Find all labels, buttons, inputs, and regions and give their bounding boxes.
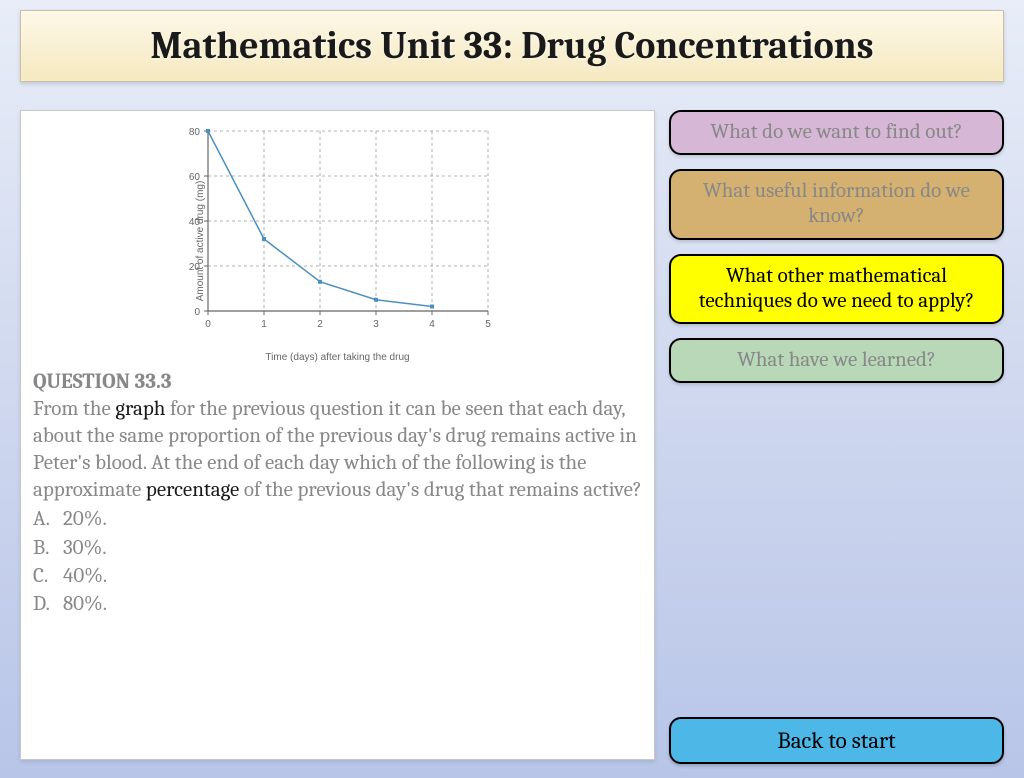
highlight-graph: graph	[115, 397, 165, 421]
options-list: A.20%.B.30%.C.40%.D.80%.	[33, 505, 642, 618]
svg-text:0: 0	[194, 307, 200, 318]
title-bar: Mathematics Unit 33: Drug Concentrations	[20, 10, 1004, 82]
question-label: QUESTION 33.3	[33, 370, 172, 394]
page-title: Mathematics Unit 33: Drug Concentrations	[150, 24, 873, 68]
option-text: 20%.	[63, 505, 107, 533]
svg-text:4: 4	[429, 319, 435, 330]
option-text: 30%.	[63, 534, 107, 562]
option-text: 40%.	[63, 562, 107, 590]
highlight-percentage: percentage	[146, 478, 239, 502]
option-row[interactable]: C.40%.	[33, 562, 642, 590]
drug-chart: 012345020406080 Amount of active drug (m…	[148, 121, 528, 361]
option-row[interactable]: A.20%.	[33, 505, 642, 533]
side-panel: What do we want to find out? What useful …	[669, 110, 1004, 383]
back-button-label: Back to start	[777, 727, 895, 754]
svg-text:80: 80	[188, 127, 200, 138]
sidebar-pill[interactable]: What useful information do we know?	[669, 169, 1004, 239]
chart-container: 012345020406080 Amount of active drug (m…	[33, 121, 642, 361]
option-text: 80%.	[63, 590, 107, 618]
question-text-pre: From the	[33, 397, 115, 421]
svg-text:2: 2	[317, 319, 323, 330]
back-to-start-button[interactable]: Back to start	[669, 717, 1004, 764]
option-row[interactable]: B.30%.	[33, 534, 642, 562]
main-content: 012345020406080 Amount of active drug (m…	[20, 110, 655, 760]
y-axis-label: Amount of active drug (mg)	[194, 181, 205, 302]
option-letter: C.	[33, 562, 63, 590]
svg-text:3: 3	[373, 319, 379, 330]
svg-text:1: 1	[261, 319, 267, 330]
svg-text:0: 0	[205, 319, 211, 330]
option-row[interactable]: D.80%.	[33, 590, 642, 618]
sidebar-pill[interactable]: What other mathematical techniques do we…	[669, 254, 1004, 324]
question-text-post: of the previous day's drug that remains …	[239, 478, 641, 502]
x-axis-label: Time (days) after taking the drug	[265, 352, 409, 363]
sidebar-pill[interactable]: What have we learned?	[669, 338, 1004, 383]
svg-text:5: 5	[485, 319, 491, 330]
option-letter: D.	[33, 590, 63, 618]
sidebar-pill[interactable]: What do we want to find out?	[669, 110, 1004, 155]
option-letter: B.	[33, 534, 63, 562]
question-block: QUESTION 33.3 From the graph for the pre…	[33, 369, 642, 503]
option-letter: A.	[33, 505, 63, 533]
